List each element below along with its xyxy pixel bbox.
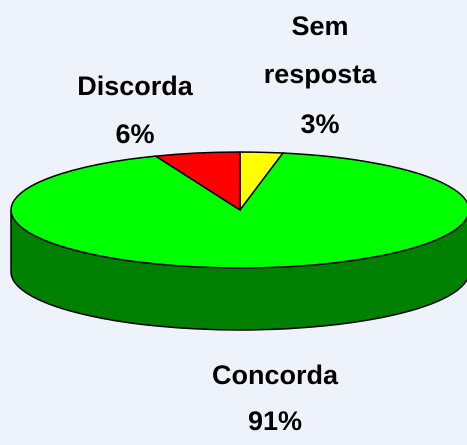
slice-label: Discorda <box>77 71 193 101</box>
slice-value-label: 91% <box>247 406 303 436</box>
slice-value-label: 6% <box>115 119 155 149</box>
slice-label: Sem resposta <box>263 11 377 89</box>
pie-area <box>10 151 467 331</box>
slice <box>10 152 467 269</box>
slice-value-label: 3% <box>300 109 340 139</box>
slice-label: Concorda <box>211 360 338 390</box>
slice <box>153 151 241 212</box>
chart: Sem resposta 3% Concorda 91% Discorda 6% <box>10 11 467 436</box>
